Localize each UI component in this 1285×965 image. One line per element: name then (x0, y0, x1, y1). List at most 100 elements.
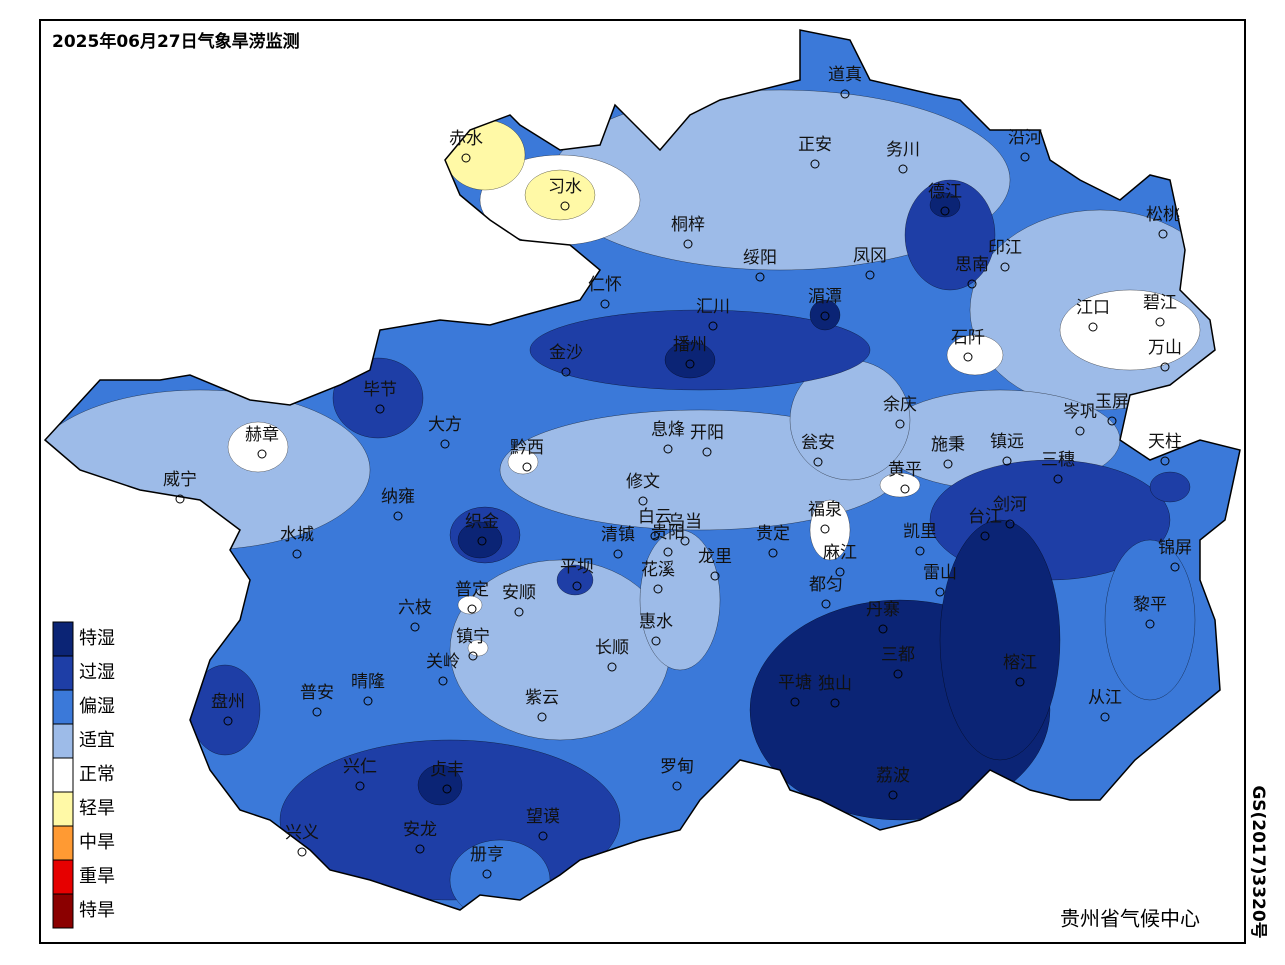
city-dot (468, 651, 478, 661)
city-label: 凤冈 (853, 246, 887, 266)
city-dot (1158, 229, 1168, 239)
city-label: 白云 (638, 507, 672, 527)
city-dot (1155, 317, 1165, 327)
city-dot (355, 781, 365, 791)
city-label: 息烽 (651, 420, 685, 440)
city-label: 贵阳 (651, 523, 685, 543)
zone (639, 529, 721, 671)
city-dot (651, 636, 661, 646)
city-label: 麻江 (823, 543, 857, 563)
city-dot (878, 624, 888, 634)
city-label: 贵定 (756, 524, 790, 544)
city-dot (813, 457, 823, 467)
city-dot (685, 359, 695, 369)
zone (1059, 289, 1201, 371)
city-label: 都匀 (809, 575, 843, 595)
city-dot (292, 549, 302, 559)
legend-label: 中旱 (79, 832, 115, 853)
legend-label: 特湿 (79, 628, 115, 649)
city-dot (940, 206, 950, 216)
city-label: 道真 (828, 65, 862, 85)
city-dot (467, 604, 477, 614)
legend-swatch (52, 757, 74, 793)
city-label: 修文 (626, 472, 660, 492)
city-label: 六枝 (398, 598, 432, 618)
city-label: 正安 (798, 135, 832, 155)
city-dot (375, 404, 385, 414)
city-dot (600, 299, 610, 309)
city-dot (607, 662, 617, 672)
city-label: 三都 (881, 645, 915, 665)
zone (939, 519, 1061, 761)
city-label: 碧江 (1143, 293, 1177, 313)
city-dot (312, 707, 322, 717)
city-dot (790, 697, 800, 707)
city-dot (538, 831, 548, 841)
zone (809, 499, 851, 561)
city-dot (438, 676, 448, 686)
city-label: 清镇 (601, 525, 635, 545)
zone (929, 192, 961, 218)
city-label: 习水 (548, 177, 582, 197)
city-label: 印江 (988, 238, 1022, 258)
city-dot (900, 484, 910, 494)
city-label: 普安 (300, 683, 334, 703)
legend-label: 正常 (79, 764, 115, 785)
city-label: 江口 (1076, 298, 1110, 318)
city-dot (560, 201, 570, 211)
city-dot (1075, 426, 1085, 436)
city-dot (653, 584, 663, 594)
city-dot (1015, 677, 1025, 687)
city-dot (683, 239, 693, 249)
city-dot (710, 571, 720, 581)
city-label: 望谟 (526, 807, 560, 827)
city-label: 黎平 (1133, 595, 1167, 615)
city-dot (363, 696, 373, 706)
city-label: 榕江 (1003, 653, 1037, 673)
city-label: 册亨 (470, 845, 504, 865)
city-dot (980, 531, 990, 541)
city-label: 金沙 (549, 343, 583, 363)
city-dot (1020, 152, 1030, 162)
zone (227, 421, 289, 473)
city-label: 镇远 (990, 432, 1024, 452)
city-label: 松桃 (1146, 205, 1180, 225)
city-dot (708, 321, 718, 331)
city-label: 黄平 (888, 460, 922, 480)
city-dot (967, 279, 977, 289)
city-label: 德江 (928, 182, 962, 202)
city-dot (810, 159, 820, 169)
title: 2025年06月27日气象旱涝监测 (52, 31, 300, 52)
city-label: 万山 (1148, 338, 1182, 358)
city-dot (663, 547, 673, 557)
city-dot (175, 494, 185, 504)
city-label: 凯里 (903, 522, 937, 542)
legend-label: 适宜 (79, 730, 115, 751)
legend-swatch (52, 621, 74, 657)
city-label: 晴隆 (351, 672, 385, 692)
city-dot (915, 546, 925, 556)
city-label: 盘州 (211, 692, 245, 712)
city-label: 紫云 (525, 688, 559, 708)
city-label: 纳雍 (381, 487, 415, 507)
city-label: 独山 (818, 674, 852, 694)
city-dot (440, 439, 450, 449)
legend-swatch (52, 655, 74, 691)
city-dot (1160, 456, 1170, 466)
city-dot (1053, 474, 1063, 484)
city-dot (638, 496, 648, 506)
city-label: 余庆 (883, 395, 917, 415)
city-label: 开阳 (690, 423, 724, 443)
city-label: 播州 (673, 335, 707, 355)
city-label: 安龙 (403, 820, 437, 840)
city-dot (514, 607, 524, 617)
legend-label: 特旱 (79, 900, 115, 921)
city-label: 镇宁 (456, 627, 490, 647)
city-label: 平坝 (560, 557, 594, 577)
city-label: 龙里 (698, 547, 732, 567)
city-dot (1000, 262, 1010, 272)
city-label: 长顺 (595, 638, 629, 658)
city-label: 惠水 (639, 612, 673, 632)
city-dot (1002, 456, 1012, 466)
